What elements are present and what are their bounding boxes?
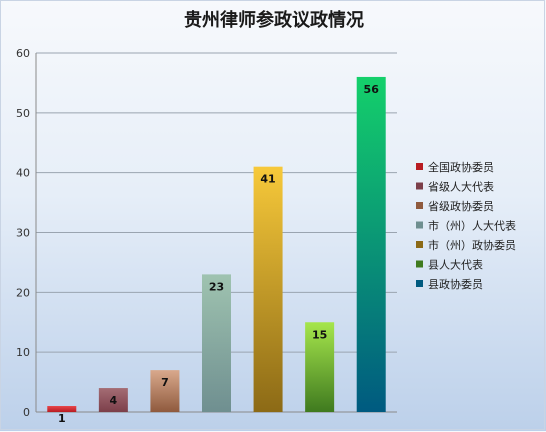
data-label: 23 bbox=[209, 280, 224, 293]
legend-swatch bbox=[416, 163, 423, 170]
bar bbox=[356, 76, 386, 412]
legend-swatch bbox=[416, 221, 423, 229]
legend-swatch bbox=[416, 202, 423, 209]
y-tick-label: 0 bbox=[23, 406, 30, 419]
data-label: 56 bbox=[364, 83, 380, 96]
data-label: 41 bbox=[260, 173, 275, 186]
legend-label: 全国政协委员 bbox=[428, 160, 494, 174]
legend: 全国政协委员省级人大代表省级政协委员市（州）人大代表市（州）政协委员县人大代表县… bbox=[416, 160, 516, 291]
legend-swatch bbox=[416, 280, 423, 287]
legend-label: 省级政协委员 bbox=[428, 199, 494, 213]
y-tick-label: 20 bbox=[16, 286, 30, 299]
y-tick-label: 60 bbox=[16, 47, 30, 60]
bar bbox=[253, 166, 283, 412]
legend-swatch bbox=[416, 260, 423, 268]
y-tick-label: 30 bbox=[16, 227, 30, 240]
legend-label: 县政协委员 bbox=[428, 277, 483, 291]
bar bbox=[150, 370, 180, 412]
chart-title: 贵州律师参政议政情况 bbox=[184, 9, 364, 31]
data-label: 7 bbox=[161, 376, 169, 389]
y-tick-label: 50 bbox=[16, 107, 30, 120]
y-axis-ticks: 0 10 20 30 40 50 60 bbox=[16, 47, 30, 419]
bar bbox=[47, 406, 77, 412]
data-label: 15 bbox=[312, 328, 327, 341]
legend-label: 市（州）政协委员 bbox=[428, 238, 516, 252]
legend-swatch bbox=[416, 241, 423, 248]
data-label: 1 bbox=[58, 412, 66, 425]
bar bbox=[202, 274, 231, 412]
bar bbox=[98, 388, 128, 412]
data-label: 4 bbox=[110, 394, 118, 407]
bar bbox=[305, 322, 335, 412]
legend-swatch bbox=[416, 182, 423, 190]
legend-label: 市（州）人大代表 bbox=[428, 219, 516, 233]
data-labels: 1 4 7 23 41 15 56 bbox=[58, 83, 379, 425]
bars bbox=[47, 76, 386, 412]
y-tick-label: 40 bbox=[16, 167, 30, 180]
legend-label: 省级人大代表 bbox=[428, 180, 494, 194]
legend-label: 县人大代表 bbox=[428, 258, 483, 272]
y-tick-label: 10 bbox=[16, 346, 30, 359]
